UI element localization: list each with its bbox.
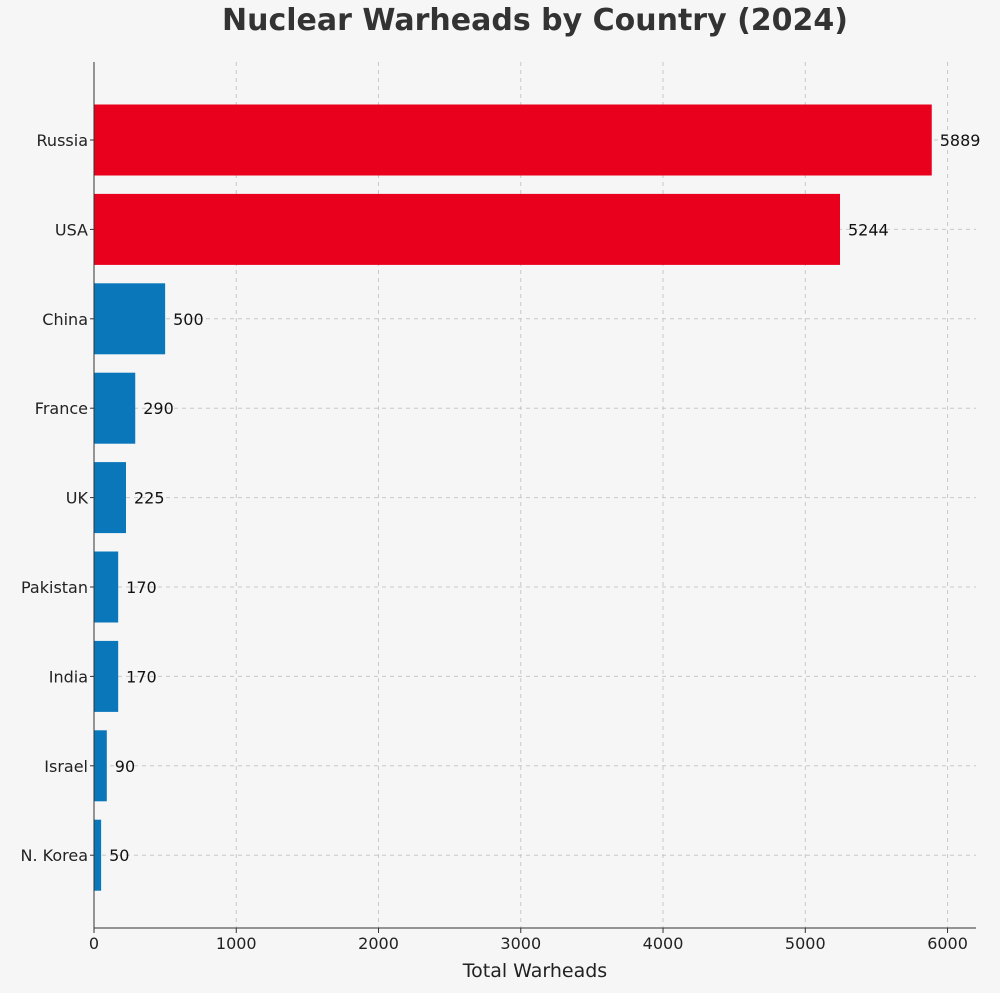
data-label: 500 (173, 310, 204, 329)
bar (94, 193, 841, 265)
chart-title: Nuclear Warheads by Country (2024) (222, 3, 848, 38)
x-tick-label: 1000 (216, 934, 257, 953)
data-label: 225 (134, 489, 165, 508)
x-axis-label: Total Warheads (462, 960, 607, 982)
data-label: 170 (126, 667, 157, 686)
data-label: 290 (143, 399, 174, 418)
y-tick-label: Russia (37, 131, 88, 150)
x-tick-label: 3000 (500, 934, 541, 953)
y-tick-label: Israel (44, 757, 88, 776)
bar (94, 730, 107, 802)
x-tick-label: 4000 (643, 934, 684, 953)
x-tick-label: 2000 (358, 934, 399, 953)
bar (94, 283, 166, 355)
y-tick-label: India (49, 667, 88, 686)
y-tick-label: France (35, 399, 88, 418)
data-label: 5889 (940, 131, 981, 150)
y-tick-label: Pakistan (21, 578, 88, 597)
y-tick-label: China (42, 310, 88, 329)
axis-layer: Russia USA China France UK Pakistan India Israe… (21, 62, 976, 953)
y-tick-label: N. Korea (21, 846, 89, 865)
x-tick-label: 0 (89, 934, 99, 953)
bar (94, 551, 119, 623)
bar-layer: 5889 5244 500 290 225 170 170 90 50 (94, 104, 981, 891)
bar (94, 640, 119, 712)
data-label: 5244 (848, 220, 889, 239)
y-tick-label: USA (55, 220, 88, 239)
data-label: 50 (109, 846, 129, 865)
data-label: 90 (115, 757, 135, 776)
x-tick-label: 6000 (927, 934, 968, 953)
bar (94, 819, 102, 891)
x-tick-label: 5000 (785, 934, 826, 953)
data-label: 170 (126, 578, 157, 597)
bar (94, 372, 136, 444)
y-tick-label: UK (66, 489, 89, 508)
bar (94, 104, 932, 176)
bar (94, 462, 127, 534)
